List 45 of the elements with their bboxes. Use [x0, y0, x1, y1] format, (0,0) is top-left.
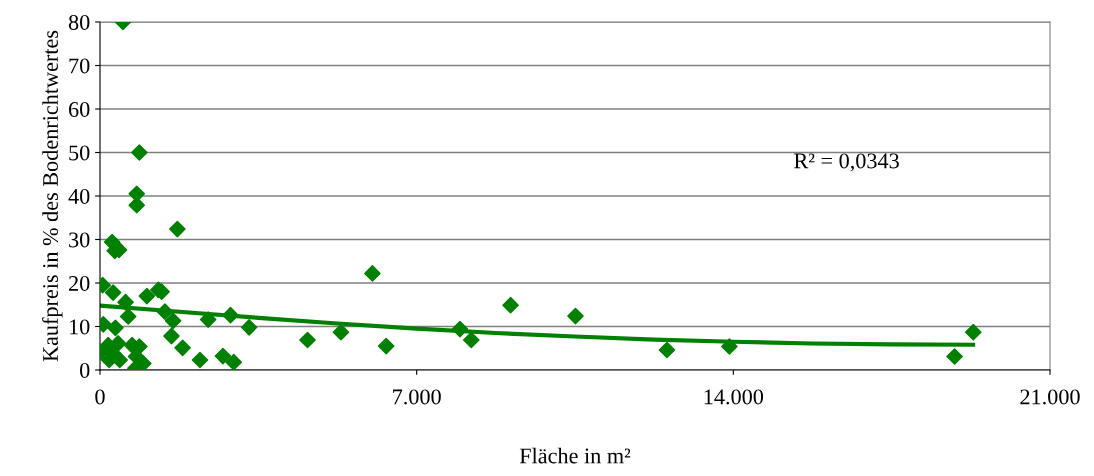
point	[462, 331, 480, 349]
point	[131, 144, 148, 161]
point	[117, 293, 134, 311]
point	[119, 308, 137, 325]
x-tick-label: 0	[95, 389, 105, 405]
point	[156, 303, 174, 321]
point	[502, 296, 519, 314]
point	[214, 347, 232, 365]
point	[658, 341, 676, 359]
x-axis-title: Fläche in m²	[519, 447, 631, 464]
point	[299, 331, 316, 349]
point	[199, 311, 217, 328]
y-tick-label: 70	[69, 58, 90, 74]
point	[451, 320, 469, 338]
point	[138, 287, 156, 305]
point	[946, 348, 963, 365]
point	[164, 312, 182, 330]
x-tick-label: 21.000	[1020, 389, 1080, 405]
y-tick-label: 80	[68, 14, 90, 30]
y-tick-label: 50	[69, 145, 90, 161]
x-tick-label: 7.000	[393, 389, 441, 405]
point	[567, 307, 584, 325]
y-tick-label: 60	[69, 101, 90, 117]
y-tick-label: 0	[80, 362, 90, 378]
point	[364, 265, 381, 282]
y-tick-label: 20	[69, 275, 90, 291]
point	[174, 339, 191, 357]
y-tick-label: 30	[69, 232, 90, 248]
point	[169, 220, 186, 238]
y-tick-label: 40	[68, 188, 90, 204]
y-tick-label: 10	[70, 319, 90, 335]
point	[222, 306, 239, 324]
y-axis-title: Kaufpreis in % des Bodenrichtwertes	[42, 30, 63, 362]
point	[163, 327, 180, 345]
point	[332, 323, 350, 341]
point	[964, 323, 982, 341]
point	[191, 351, 209, 369]
point	[225, 353, 243, 370]
point	[104, 284, 122, 301]
x-tick-label: 14.000	[704, 389, 764, 405]
point	[721, 338, 738, 355]
point	[240, 319, 258, 336]
annotation: R² = 0,0343	[794, 153, 899, 172]
point	[377, 337, 395, 355]
point	[107, 319, 124, 337]
